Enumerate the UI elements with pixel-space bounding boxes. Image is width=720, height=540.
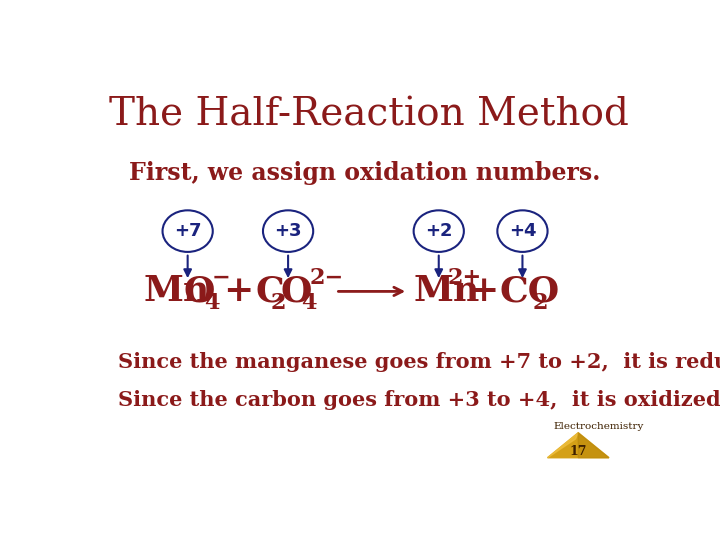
Text: +: + [468, 274, 498, 308]
Text: 2: 2 [270, 292, 286, 314]
Text: 2−: 2− [310, 267, 343, 289]
Text: +4: +4 [509, 222, 536, 240]
Polygon shape [547, 433, 609, 458]
Text: O: O [281, 274, 312, 308]
Text: +3: +3 [274, 222, 302, 240]
Text: +: + [222, 274, 253, 308]
Text: Mn: Mn [413, 274, 480, 308]
Text: 4: 4 [301, 292, 316, 314]
Text: C: C [256, 274, 284, 308]
Text: Since the carbon goes from +3 to +4,  it is oxidized.: Since the carbon goes from +3 to +4, it … [118, 389, 720, 409]
Ellipse shape [413, 210, 464, 252]
Text: Since the manganese goes from +7 to +2,  it is reduced.: Since the manganese goes from +7 to +2, … [118, 352, 720, 372]
Text: The Half-Reaction Method: The Half-Reaction Method [109, 96, 629, 133]
Ellipse shape [498, 210, 548, 252]
Text: −: − [212, 267, 230, 289]
Text: 17: 17 [570, 445, 587, 458]
Polygon shape [578, 433, 609, 458]
Text: +7: +7 [174, 222, 202, 240]
Ellipse shape [263, 210, 313, 252]
Text: CO: CO [499, 274, 559, 308]
Text: O: O [184, 274, 215, 308]
Text: Electrochemistry: Electrochemistry [553, 422, 644, 431]
Text: +2: +2 [425, 222, 452, 240]
Text: First, we assign oxidation numbers.: First, we assign oxidation numbers. [129, 161, 600, 185]
Text: Mn: Mn [143, 274, 210, 308]
Ellipse shape [163, 210, 213, 252]
Text: 4: 4 [204, 292, 220, 314]
Text: 2: 2 [533, 292, 548, 314]
Polygon shape [547, 433, 578, 458]
Text: 2+: 2+ [447, 267, 482, 289]
